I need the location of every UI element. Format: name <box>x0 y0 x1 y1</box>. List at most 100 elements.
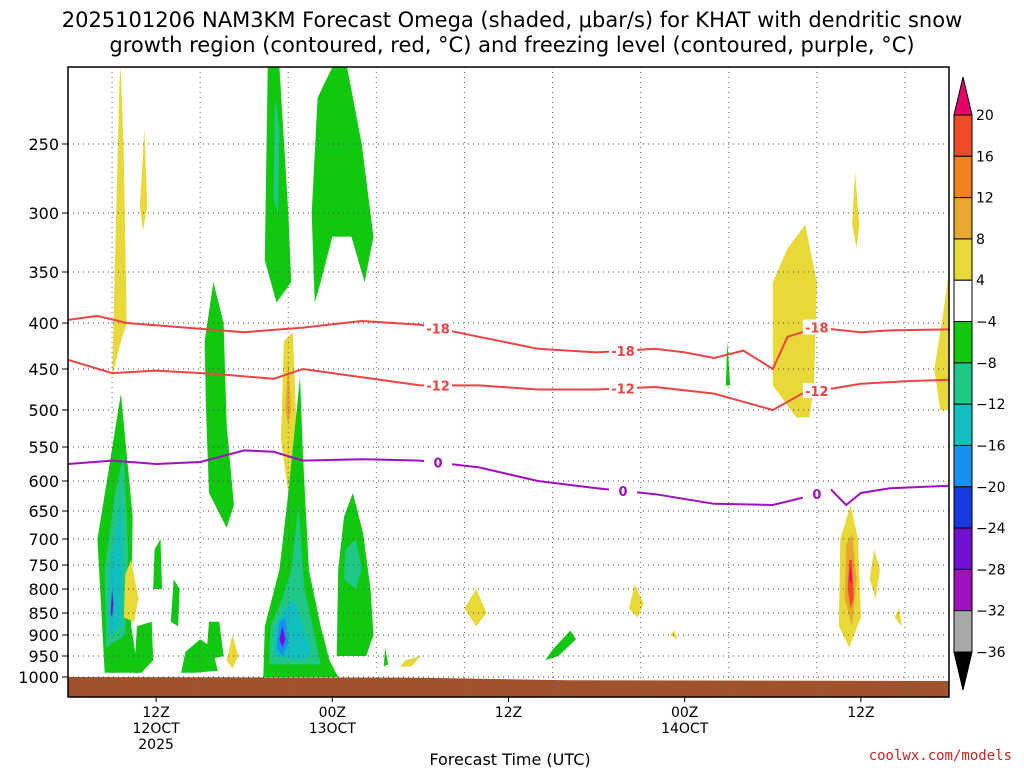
colorbar-label: −24 <box>976 521 1006 537</box>
colorbar-top-arrow <box>953 76 973 116</box>
y-tick-label: 900 <box>28 626 59 645</box>
y-tick-label: 700 <box>28 530 59 549</box>
colorbar-label: −28 <box>976 562 1006 578</box>
x-tick-label: 13OCT <box>309 721 357 737</box>
omega-region-9 <box>170 579 180 627</box>
contour-label-bg <box>424 454 453 470</box>
omega-region-32 <box>725 341 731 386</box>
colorbar-swatch-3 <box>953 238 973 281</box>
colorbar-label: 8 <box>976 232 985 248</box>
y-tick-label: 350 <box>28 263 59 282</box>
omega-region-28 <box>464 589 487 627</box>
chart-title-line1: 2025101206 NAM3KM Forecast Omega (shaded… <box>62 8 963 32</box>
omega-region-1 <box>139 128 148 231</box>
colorbar-swatch-2 <box>953 197 973 240</box>
omega-region-11 <box>206 621 224 661</box>
y-tick-label: 250 <box>28 135 59 154</box>
credit-text: coolwx.com/models <box>869 748 1012 764</box>
colorbar-swatch-8 <box>953 444 973 488</box>
y-tick-label: 950 <box>28 647 59 666</box>
contour-line-1 <box>68 358 949 412</box>
y-tick-label: 650 <box>28 502 59 521</box>
colorbar-bottom-arrow <box>953 651 973 691</box>
colorbar-swatch-6 <box>953 362 973 405</box>
y-tick-label: 500 <box>28 401 59 420</box>
x-axis-title: Forecast Time (UTC) <box>429 750 590 768</box>
omega-region-5 <box>110 589 114 618</box>
contour-label-0-1: -18 <box>611 345 635 360</box>
colorbar-swatch-10 <box>953 527 973 570</box>
omega-region-13 <box>204 282 234 528</box>
colorbar-label: 16 <box>976 149 994 165</box>
omega-region-0 <box>112 67 127 378</box>
y-tick-label: 850 <box>28 604 59 623</box>
colorbar-label: 4 <box>976 273 985 289</box>
contour-label-bg <box>609 342 638 358</box>
contour-label-bg <box>424 377 453 393</box>
omega-region-40 <box>894 608 902 627</box>
omega-region-27 <box>399 656 421 667</box>
y-tick-label: 550 <box>28 438 59 457</box>
omega-region-18 <box>311 67 374 303</box>
x-tick-label: 14OCT <box>661 721 709 737</box>
colorbar: 20 16 12 8 4 −4 −8 −12 −16 −20 −24 −28 −32 −36 <box>953 76 1006 691</box>
contour-label-bg <box>609 380 638 396</box>
colorbar-label: −4 <box>976 315 997 331</box>
colorbar-swatch-9 <box>953 486 973 529</box>
x-tick-label: 2025 <box>138 737 174 753</box>
omega-region-25 <box>344 539 362 589</box>
colorbar-swatch-1 <box>953 155 973 199</box>
x-tick-label: 12Z <box>847 705 874 721</box>
omega-region-39 <box>869 549 880 599</box>
contour-label-2-0: 0 <box>433 457 442 472</box>
plot-area: -18 -18 -18 -12 -12 -12 0 0 0 250 300 350 400 450 500 5… <box>18 66 950 753</box>
omega-region-30 <box>628 584 644 618</box>
contour-label-2-2: 0 <box>812 488 821 503</box>
omega-region-26 <box>383 647 389 667</box>
omega-region-12 <box>226 635 239 669</box>
y-tick-label: 300 <box>28 204 59 223</box>
y-tick-label: 400 <box>28 314 59 333</box>
y-tick-label: 600 <box>28 472 59 491</box>
colorbar-swatch-0 <box>953 114 973 157</box>
colorbar-label: 12 <box>976 191 994 207</box>
contour-label-bg <box>802 319 831 335</box>
colorbar-swatch-12 <box>953 610 973 653</box>
colorbar-label: −20 <box>976 480 1006 496</box>
contour-label-bg <box>802 485 831 501</box>
colorbar-swatch-4 <box>953 279 973 323</box>
omega-region-38 <box>849 565 853 585</box>
x-tick-label: 00Z <box>671 705 698 721</box>
contour-label-1-0: -12 <box>426 379 450 394</box>
contour-label-0-0: -18 <box>426 322 450 337</box>
contour-line-2 <box>68 449 949 507</box>
colorbar-label: −12 <box>976 397 1006 413</box>
contour-label-bg <box>609 482 638 498</box>
contour-label-1-1: -12 <box>611 382 635 397</box>
colorbar-label: −36 <box>976 645 1006 661</box>
colorbar-swatch-5 <box>953 321 973 364</box>
contour-label-0-2: -18 <box>805 322 829 337</box>
colorbar-label: −8 <box>976 356 997 372</box>
colorbar-swatch-11 <box>953 568 973 612</box>
x-tick-label: 12Z <box>495 705 522 721</box>
contour-label-bg <box>424 320 453 336</box>
x-tick-label: 12Z <box>142 705 169 721</box>
chart-title-line2: growth region (contoured, red, °C) and f… <box>109 33 914 57</box>
omega-region-41 <box>934 272 949 410</box>
omega-region-8 <box>153 539 162 589</box>
omega-region-17 <box>273 97 280 213</box>
colorbar-label: 20 <box>976 108 994 124</box>
colorbar-label: −16 <box>976 438 1006 454</box>
y-tick-label: 450 <box>28 360 59 379</box>
colorbar-label: −32 <box>976 604 1006 620</box>
contour-label-2-1: 0 <box>619 485 628 500</box>
y-tick-label: 1000 <box>18 668 59 687</box>
omega-region-37 <box>847 559 854 609</box>
omega-region-6 <box>123 559 139 622</box>
y-tick-label: 800 <box>28 580 59 599</box>
omega-region-23 <box>279 626 286 648</box>
x-tick-label: 12OCT <box>133 721 181 737</box>
contour-label-1-2: -12 <box>805 385 829 400</box>
